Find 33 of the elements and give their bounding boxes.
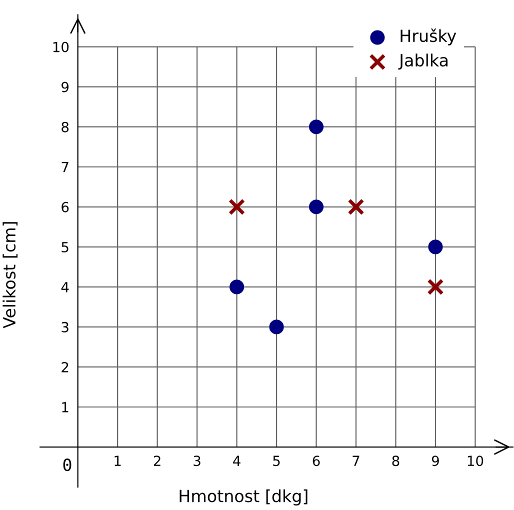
y-tick-label: 10 [53,42,69,52]
y-tick-label: 4 [61,282,69,292]
y-tick-label: 2 [62,362,68,372]
point [427,278,444,296]
point [269,320,284,334]
annotation: 0 [63,458,72,472]
x-tick-label: 8 [392,456,400,466]
y-tick-label: 7 [62,162,68,172]
x-tick-label: 9 [432,456,439,466]
point [308,120,324,134]
point [308,200,324,214]
x-tick-label: 4 [233,456,240,466]
y-axis-title: Velikost [cm] [2,222,18,328]
x-tick-label: 3 [194,456,200,466]
y-tick-label: 6 [62,202,69,212]
point [428,240,443,254]
x-tick-label: 7 [352,456,360,466]
point [230,280,244,294]
x-tick-label: 1 [114,456,121,466]
point [228,198,246,216]
x-tick-label: 6 [312,456,320,466]
x-axis-title: Hmotnost [dkg] [180,489,308,506]
y-tick-label: 1 [62,402,68,412]
y-tick-label: 8 [62,122,69,132]
y-tick-label: 5 [62,242,68,252]
x-tick-label: 10 [468,456,484,466]
y-tick-label: 3 [62,322,68,332]
x-tick-label: 5 [273,456,280,466]
point [348,198,364,216]
legend-label: Hrušky [400,28,456,46]
x-tick-label: 2 [154,456,160,466]
y-tick-label: 9 [62,82,69,92]
legend-label: Jablka [398,54,448,70]
